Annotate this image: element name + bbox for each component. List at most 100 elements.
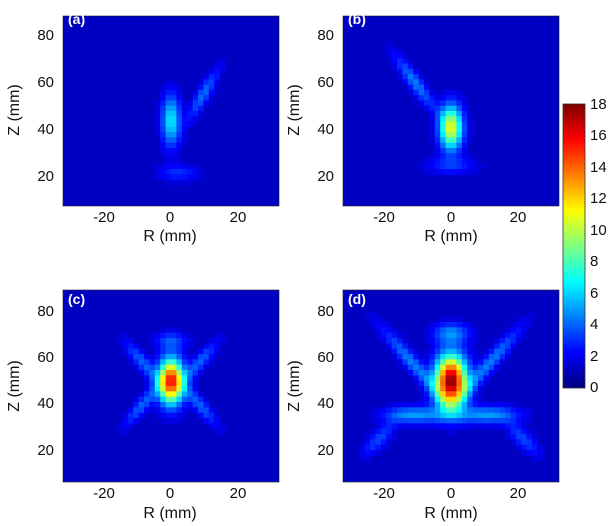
heatmap-cell: [413, 79, 420, 86]
heatmap-cell: [144, 380, 150, 387]
heatmap-cell: [160, 95, 167, 102]
heatmap-cell: [198, 111, 204, 117]
heatmap-cell: [483, 375, 490, 382]
heatmap-cell: [165, 327, 172, 334]
heatmap-cell: [478, 391, 484, 398]
heatmap-cell: [451, 153, 457, 160]
heatmap-cell: [144, 364, 150, 371]
heatmap-cell: [386, 428, 393, 435]
heatmap-cell: [424, 100, 430, 107]
heatmap-cell: [472, 332, 479, 339]
heatmap-cell: [440, 116, 447, 123]
heatmap-cell: [445, 380, 452, 387]
heatmap-cell: [187, 163, 194, 170]
heatmap-cell: [440, 338, 447, 344]
heatmap-cell: [418, 364, 425, 371]
heatmap-cell: [171, 174, 177, 181]
y-axis-label-c: Z (mm): [6, 360, 23, 412]
heatmap-cell: [440, 407, 447, 414]
heatmap-cell: [165, 79, 172, 86]
panel-c: (c) 80 60 40 20 -20 0 20 R (mm) Z (mm): [6, 289, 280, 522]
heatmap-cell: [461, 364, 468, 371]
heatmap-cell: [472, 338, 479, 344]
heatmap-cell: [386, 407, 393, 414]
heatmap-cell: [208, 89, 215, 96]
heatmap-cell: [165, 111, 172, 117]
heatmap-cell: [472, 354, 479, 360]
heatmap-cell: [391, 47, 398, 54]
heatmap-cell: [149, 359, 156, 366]
heatmap-cell: [440, 322, 447, 328]
heatmap-cell: [165, 147, 172, 154]
heatmap-cell: [472, 359, 479, 366]
heatmap-cell: [429, 105, 436, 112]
heatmap-cell: [451, 354, 457, 360]
heatmap-cell: [208, 338, 215, 344]
heatmap-cell: [203, 402, 210, 408]
heatmap-cell: [424, 364, 430, 371]
heatmap-cell: [472, 407, 479, 414]
heatmap-cell: [440, 375, 447, 382]
heatmap-cell: [149, 396, 156, 403]
heatmap-cell: [456, 169, 463, 175]
heatmap-cell: [515, 407, 522, 414]
heatmap-cell: [461, 343, 468, 350]
heatmap-cell: [526, 450, 533, 456]
heatmap-cell: [478, 163, 484, 170]
heatmap-cell: [176, 391, 183, 398]
heatmap-cell: [208, 354, 215, 360]
heatmap-cell: [461, 396, 468, 403]
heatmap-cell: [397, 47, 403, 54]
heatmap-cell: [488, 402, 495, 408]
y-ticks-c: 80 60 40 20: [37, 303, 54, 459]
heatmap-cell: [510, 338, 517, 344]
heatmap-cell: [181, 396, 188, 403]
heatmap-cell: [445, 343, 452, 350]
heatmap-cell: [532, 439, 538, 446]
heatmap-cell: [198, 359, 204, 366]
heatmap-cell: [526, 407, 533, 414]
colorbar-tick-label: 16: [590, 127, 607, 144]
heatmap-cell: [402, 79, 409, 86]
heatmap-cell: [445, 158, 452, 165]
heatmap-cell: [440, 137, 447, 144]
heatmap-cell: [418, 95, 425, 102]
heatmap-cell: [461, 418, 468, 424]
heatmap-cell: [418, 354, 425, 360]
heatmap-cell: [434, 147, 441, 154]
heatmap-cell: [192, 354, 199, 360]
heatmap-cell: [160, 386, 167, 392]
heatmap-cell: [181, 132, 188, 138]
heatmap-cell: [515, 418, 522, 424]
heatmap-cell: [445, 348, 452, 355]
heatmap-cell: [165, 132, 172, 138]
y-tick-label: 40: [317, 121, 334, 138]
heatmap-cell: [532, 450, 538, 456]
heatmap-cell: [440, 380, 447, 387]
heatmap-cell: [494, 418, 501, 424]
heatmap-cell: [165, 100, 172, 107]
heatmap-cell: [526, 311, 533, 318]
heatmap-cell: [456, 95, 463, 102]
heatmap-cell: [440, 391, 447, 398]
heatmap-cell: [214, 348, 221, 355]
heatmap-cell: [467, 116, 474, 123]
heatmap-cell: [483, 348, 490, 355]
plot-frame: [342, 289, 560, 483]
heatmap-cell: [467, 158, 474, 165]
heatmap-cell: [467, 380, 474, 387]
heatmap-cell: [413, 370, 420, 376]
heatmap-cell: [461, 380, 468, 387]
heatmap-cell: [424, 423, 430, 430]
heatmap-cell: [510, 418, 517, 424]
heatmap-cell: [171, 343, 177, 350]
heatmap-cell: [434, 418, 441, 424]
heatmap-cell: [451, 380, 457, 387]
heatmap-cell: [445, 95, 452, 102]
heatmap-cell: [181, 412, 188, 419]
heatmap-cell: [397, 348, 403, 355]
heatmap-cell: [424, 163, 430, 170]
heatmap-cell: [397, 407, 403, 414]
heatmap-cell: [165, 380, 172, 387]
heatmap-cell: [192, 407, 199, 414]
